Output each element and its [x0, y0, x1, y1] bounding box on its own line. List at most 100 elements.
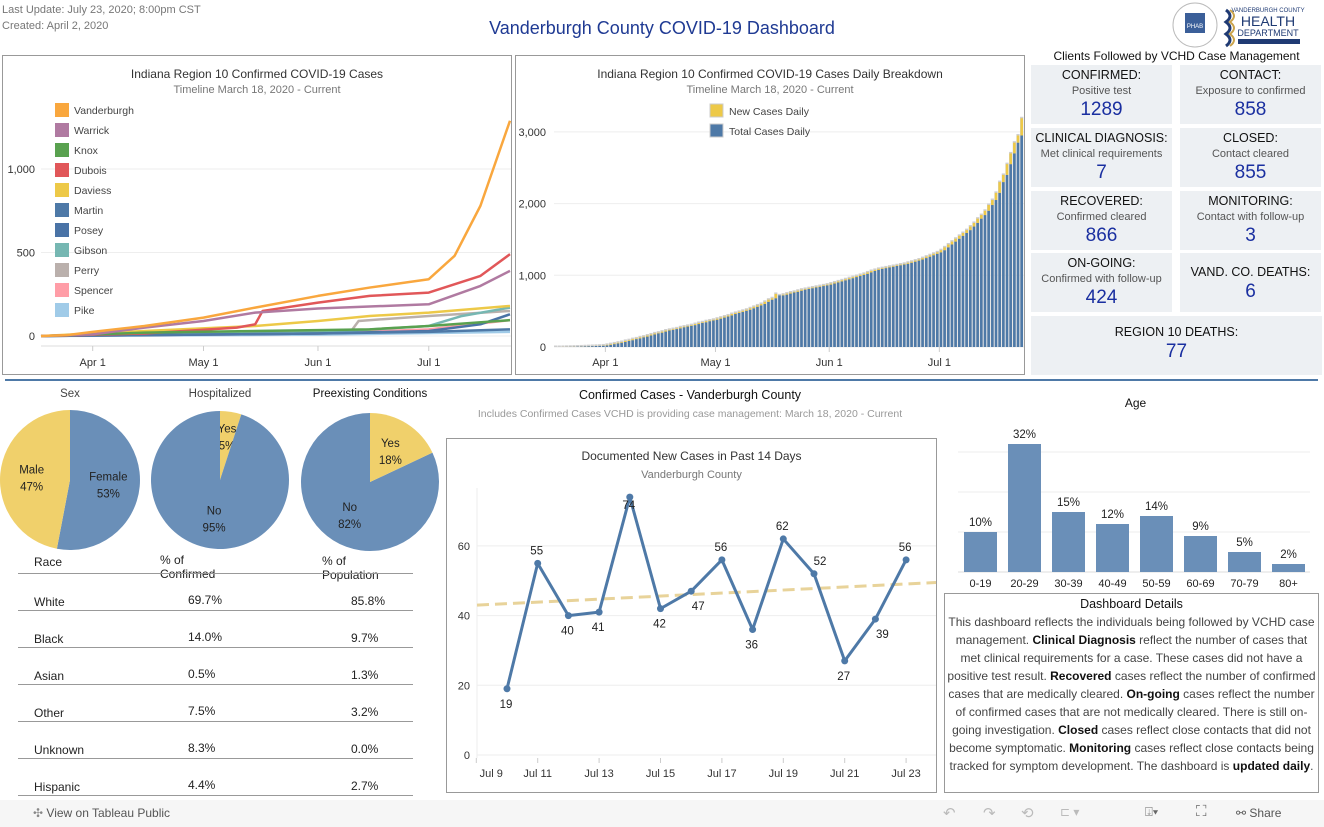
slice-label: No: [207, 505, 222, 517]
pct-population: 1.3%: [351, 668, 379, 682]
new-cases-bar: [939, 250, 943, 253]
age-bar-50-59[interactable]: [1140, 516, 1173, 572]
total-cases-bar: [976, 222, 979, 347]
new-cases-bar: [668, 329, 671, 331]
age-bar-20-29[interactable]: [1008, 444, 1041, 572]
age-bar-70-79[interactable]: [1228, 552, 1261, 572]
stat-label: CLOSED:: [1223, 131, 1278, 145]
category-label: 60-69: [1186, 578, 1214, 590]
legend-label[interactable]: New Cases Daily: [729, 106, 810, 118]
pie-slice-yes[interactable]: [220, 411, 242, 480]
data-point[interactable]: [749, 626, 757, 634]
category-label: 50-59: [1142, 578, 1170, 590]
total-cases-bar: [913, 261, 917, 347]
stat-value: 77: [1165, 341, 1188, 362]
age-bar-30-39[interactable]: [1052, 512, 1085, 572]
data-point[interactable]: [503, 685, 511, 693]
slice-percent: 95%: [203, 522, 226, 534]
stat-contact: CONTACT: Exposure to confirmed 858: [1180, 65, 1321, 124]
y-tick-label: 20: [458, 680, 470, 692]
data-point[interactable]: [810, 570, 818, 578]
age-bar-80+[interactable]: [1272, 564, 1305, 572]
new-cases-bar: [730, 314, 734, 316]
new-cases-bar: [961, 232, 965, 236]
data-point[interactable]: [871, 615, 879, 623]
total-cases-bar: [671, 329, 675, 347]
new-cases-bar: [664, 330, 667, 332]
new-cases-bar: [609, 344, 612, 345]
category-label: 20-29: [1010, 578, 1038, 590]
x-tick-label: Jul 17: [707, 768, 736, 780]
details-text-run: reflect the number of cases that met cli…: [947, 633, 1308, 683]
pie-slice-no[interactable]: [151, 411, 289, 549]
legend-label[interactable]: Warrick: [74, 125, 110, 137]
refresh-icon[interactable]: ⊏ ▾: [1060, 805, 1080, 819]
new-cases-bar: [965, 230, 968, 233]
undo-icon[interactable]: ↶: [943, 805, 956, 822]
bar-label: 12%: [1101, 509, 1124, 521]
redo-icon[interactable]: ↷: [983, 805, 996, 822]
fullscreen-icon[interactable]: ⛶: [1196, 803, 1207, 820]
new-cases-bar: [781, 294, 785, 296]
data-point[interactable]: [626, 493, 634, 501]
total-cases-bar: [715, 319, 719, 347]
data-point[interactable]: [564, 612, 572, 620]
view-on-tableau-link[interactable]: ✣ View on Tableau Public: [33, 806, 170, 820]
share-button[interactable]: ⚯ Share: [1236, 806, 1281, 820]
data-point[interactable]: [595, 608, 603, 616]
stat-description: Contact with follow-up: [1196, 211, 1305, 223]
data-point[interactable]: [657, 605, 664, 613]
legend-label[interactable]: Knox: [74, 145, 99, 157]
download-icon[interactable]: ⍗▾: [1145, 804, 1159, 819]
data-point[interactable]: [779, 535, 787, 543]
data-point[interactable]: [534, 559, 542, 567]
new-cases-bar: [895, 265, 899, 266]
pct-population: 85.8%: [351, 594, 386, 608]
data-point[interactable]: [718, 556, 726, 564]
legend-label[interactable]: Martin: [74, 205, 103, 217]
new-cases-bar: [763, 301, 767, 304]
data-point[interactable]: [687, 587, 695, 595]
legend-label[interactable]: Total Cases Daily: [729, 126, 811, 138]
new-cases-bar: [1005, 164, 1009, 175]
legend-label[interactable]: Dubois: [74, 165, 107, 177]
category-label: 40-49: [1098, 578, 1126, 590]
pie-slice-female[interactable]: [56, 410, 140, 550]
series-line-knox: [40, 318, 511, 338]
legend-label[interactable]: Spencer: [74, 285, 114, 297]
section-subtitle: Includes Confirmed Cases VCHD is providi…: [477, 408, 903, 420]
age-bar-60-69[interactable]: [1184, 536, 1217, 572]
race-name: Hispanic: [34, 780, 81, 794]
legend-label[interactable]: Perry: [74, 265, 100, 277]
legend-label[interactable]: Vanderburgh: [74, 105, 134, 117]
data-point[interactable]: [902, 556, 910, 564]
data-label: 56: [899, 542, 912, 554]
category-label: 0-19: [969, 578, 991, 590]
legend-label[interactable]: Pike: [74, 305, 95, 317]
new-cases-bar: [976, 218, 979, 223]
data-label: 19: [500, 699, 513, 711]
bar-outline: [590, 344, 594, 347]
legend-swatch: [55, 143, 69, 157]
age-bar-0-19[interactable]: [964, 532, 997, 572]
legend-label[interactable]: Daviess: [74, 185, 111, 197]
pie-slice-yes[interactable]: [370, 413, 433, 482]
bar-outline: [598, 344, 602, 347]
new-cases-bar: [924, 256, 928, 259]
age-bar-40-49[interactable]: [1096, 524, 1129, 572]
new-cases-bar: [657, 332, 660, 334]
legend-label[interactable]: Gibson: [74, 245, 107, 257]
new-cases-bar: [715, 318, 719, 320]
category-label: 70-79: [1230, 578, 1258, 590]
new-cases-bar: [950, 241, 954, 245]
pie-slice-male[interactable]: [0, 410, 70, 549]
legend-label[interactable]: Posey: [74, 225, 104, 237]
revert-icon[interactable]: ⟲: [1021, 805, 1034, 822]
stat-confirmed: CONFIRMED: Positive test 1289: [1031, 65, 1172, 124]
data-point[interactable]: [841, 657, 849, 665]
total-cases-bar: [825, 285, 829, 347]
new-cases-bar: [785, 293, 789, 295]
new-cases-bar: [833, 282, 836, 284]
new-cases-bar: [620, 341, 623, 343]
stat-label: CONTACT:: [1219, 68, 1282, 82]
